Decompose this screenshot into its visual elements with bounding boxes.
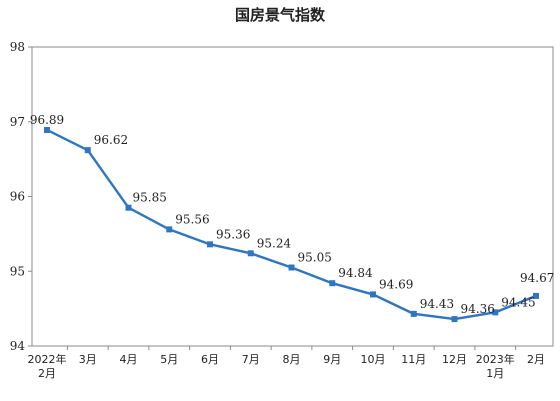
data-point-marker bbox=[207, 241, 213, 248]
data-label: 95.36 bbox=[216, 227, 250, 241]
data-label: 94.36 bbox=[461, 302, 495, 316]
data-label: 96.62 bbox=[94, 133, 128, 147]
x-tick-label: 6月 bbox=[201, 353, 219, 366]
data-point-marker bbox=[533, 292, 539, 299]
data-label: 95.85 bbox=[133, 191, 167, 205]
data-point-marker bbox=[166, 226, 173, 233]
x-tick-label: 2023年 bbox=[476, 352, 515, 366]
x-tick-label: 5月 bbox=[160, 353, 178, 366]
y-tick-label: 96 bbox=[10, 190, 25, 204]
x-tick-label: 8月 bbox=[283, 353, 301, 366]
data-point-marker bbox=[370, 291, 376, 298]
y-tick-label: 98 bbox=[10, 40, 25, 54]
data-label: 96.89 bbox=[30, 113, 64, 127]
x-tick-label: 11月 bbox=[401, 353, 426, 366]
y-tick-label: 97 bbox=[10, 115, 25, 129]
data-label: 95.24 bbox=[257, 236, 292, 250]
data-point-marker bbox=[329, 280, 336, 287]
data-label: 94.67 bbox=[520, 271, 554, 285]
x-tick-label: 2022年 bbox=[28, 352, 67, 366]
x-tick-label: 12月 bbox=[442, 353, 467, 366]
data-label: 95.56 bbox=[175, 212, 209, 226]
x-tick-label: 7月 bbox=[242, 353, 260, 366]
data-label: 94.84 bbox=[338, 266, 373, 280]
y-tick-label: 94 bbox=[10, 339, 26, 353]
y-tick-label: 95 bbox=[10, 264, 25, 278]
x-tick-label: 2月 bbox=[527, 353, 545, 366]
x-tick-label: 1月 bbox=[486, 367, 504, 380]
data-point-marker bbox=[44, 126, 50, 133]
data-point-marker bbox=[84, 147, 91, 154]
x-tick-label: 10月 bbox=[361, 353, 386, 366]
data-point-marker bbox=[247, 250, 254, 257]
x-tick-label: 3月 bbox=[79, 353, 97, 366]
data-point-marker bbox=[410, 310, 417, 317]
data-label: 94.43 bbox=[420, 297, 454, 311]
series-line bbox=[46, 128, 537, 321]
x-tick-label: 9月 bbox=[323, 353, 341, 366]
data-point-marker bbox=[125, 204, 132, 211]
x-tick-label: 2月 bbox=[38, 367, 56, 380]
data-label: 94.69 bbox=[379, 277, 413, 291]
chart-title: 国房景气指数 bbox=[234, 6, 325, 24]
data-point-marker bbox=[451, 316, 458, 323]
data-label: 95.05 bbox=[298, 251, 332, 265]
data-point-marker bbox=[288, 264, 295, 271]
x-tick-label: 4月 bbox=[120, 353, 138, 366]
data-label: 94.45 bbox=[501, 295, 535, 309]
data-point-marker bbox=[492, 309, 499, 316]
